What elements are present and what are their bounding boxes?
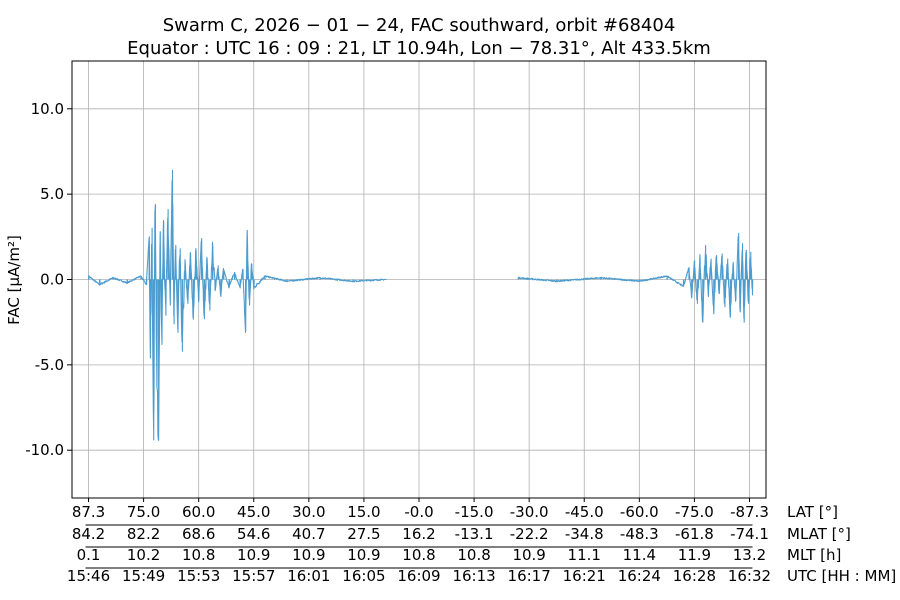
x-row-name: MLAT [°] (787, 525, 851, 543)
x-tick-label: 10.9 (347, 546, 380, 564)
x-tick-label: 10.9 (292, 546, 325, 564)
x-tick-label: 13.2 (733, 546, 766, 564)
x-row-name: LAT [°] (787, 503, 838, 521)
x-tick-label: 16:28 (673, 567, 716, 585)
x-tick-label: 16:01 (287, 567, 330, 585)
x-tick-label: -13.1 (455, 525, 494, 543)
x-tick-label: -0.0 (404, 503, 433, 521)
chart-title-line1: Swarm C, 2026 − 01 − 24, FAC southward, … (163, 15, 676, 36)
y-axis-label: FAC [μA/m²] (5, 235, 23, 325)
x-tick-label: 10.9 (237, 546, 270, 564)
x-tick-label: 15:57 (232, 567, 275, 585)
x-tick-label: -60.0 (620, 503, 659, 521)
x-tick-label: 10.8 (182, 546, 215, 564)
x-tick-label: 10.9 (512, 546, 545, 564)
fac-series (87, 169, 754, 441)
y-tick-label: -5.0 (35, 356, 64, 374)
x-tick-label: 16:09 (397, 567, 440, 585)
x-tick-label: 82.2 (127, 525, 160, 543)
x-tick-label: 16:13 (452, 567, 495, 585)
fac-trace-segment (517, 232, 754, 323)
x-tick-label: 87.3 (72, 503, 105, 521)
x-tick-label: 0.1 (77, 546, 101, 564)
x-tick-label: 84.2 (72, 525, 105, 543)
y-axis-ticks: 10.0 5.0 0.0 -5.0 -10.0 (25, 100, 72, 459)
y-tick-label: 0.0 (40, 271, 64, 289)
x-tick-label: 16:24 (618, 567, 661, 585)
x-tick-label: 16:17 (508, 567, 551, 585)
x-tick-label: 68.6 (182, 525, 215, 543)
x-tick-label: -30.0 (510, 503, 549, 521)
x-tick-label: 40.7 (292, 525, 325, 543)
x-row-name: MLT [h] (787, 546, 841, 564)
fac-trace-segment (87, 169, 387, 441)
y-tick-label: 10.0 (31, 100, 64, 118)
x-tick-label: 15:53 (177, 567, 220, 585)
x-tick-label: 16:32 (728, 567, 771, 585)
x-tick-label: 16:21 (563, 567, 606, 585)
x-tick-label: 10.8 (402, 546, 435, 564)
x-tick-label: 11.9 (678, 546, 711, 564)
y-tick-label: -10.0 (25, 441, 64, 459)
x-tick-label: 45.0 (237, 503, 270, 521)
x-tick-label: 11.4 (623, 546, 656, 564)
x-tick-label: 54.6 (237, 525, 270, 543)
x-tick-label: 10.8 (457, 546, 490, 564)
x-tick-label: 27.5 (347, 525, 380, 543)
chart-title-line2: Equator : UTC 16 : 09 : 21, LT 10.94h, L… (127, 38, 711, 59)
x-tick-label: -45.0 (565, 503, 604, 521)
x-tick-label: 15:49 (122, 567, 165, 585)
x-tick-label: 10.2 (127, 546, 160, 564)
x-tick-label: 75.0 (127, 503, 160, 521)
x-tick-label: 30.0 (292, 503, 325, 521)
x-tick-label: -61.8 (675, 525, 714, 543)
x-row-name: UTC [HH : MM] (787, 567, 896, 585)
x-tick-label: 15.0 (347, 503, 380, 521)
x-tick-label: -75.0 (675, 503, 714, 521)
x-tick-label: 15:46 (67, 567, 110, 585)
x-tick-label: 16.2 (402, 525, 435, 543)
x-tick-label: -22.2 (510, 525, 549, 543)
x-tick-label: 60.0 (182, 503, 215, 521)
x-tick-label: -74.1 (730, 525, 769, 543)
x-tick-label: -48.3 (620, 525, 659, 543)
y-tick-label: 5.0 (40, 185, 64, 203)
x-axis-rows: 87.3 75.0 60.0 45.0 30.0 15.0 -0.0 -15.0 -30.0 -4… (67, 498, 896, 585)
x-tick-label: 16:05 (342, 567, 385, 585)
x-tick-label: -34.8 (565, 525, 604, 543)
x-tick-label: -87.3 (730, 503, 769, 521)
x-tick-label: -15.0 (455, 503, 494, 521)
x-tick-label: 11.1 (568, 546, 601, 564)
